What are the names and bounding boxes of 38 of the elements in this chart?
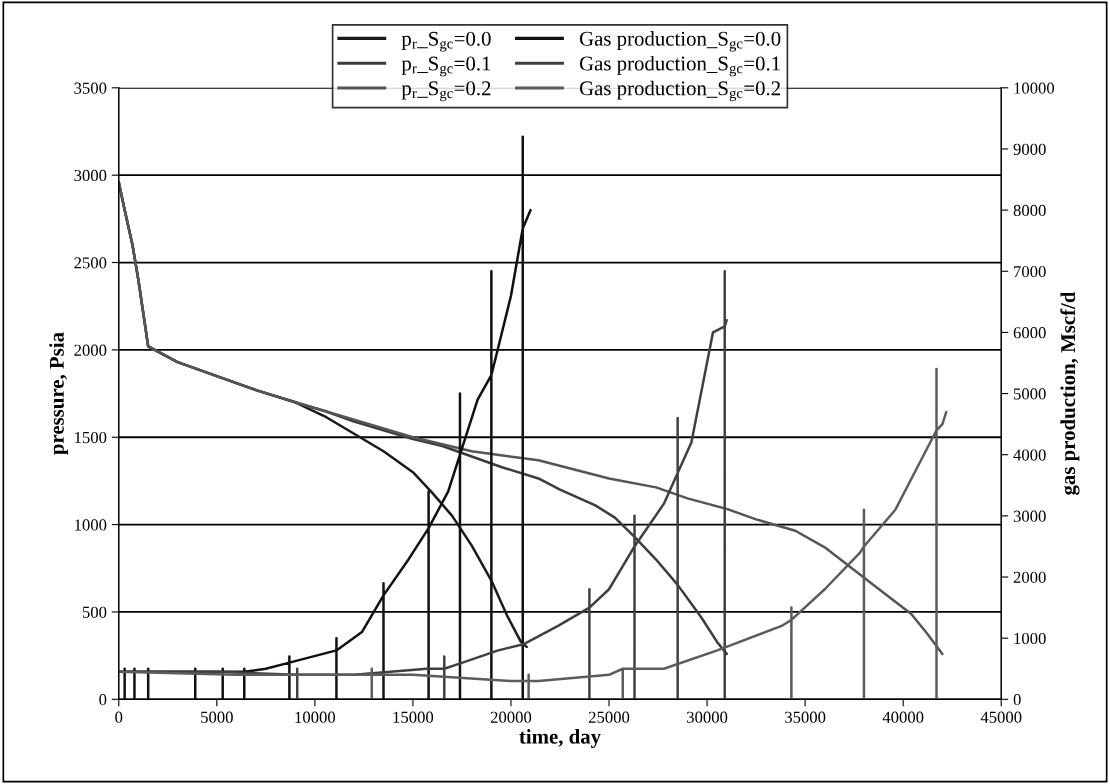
- y2-tick-label: 7000: [1014, 265, 1046, 278]
- legend-label: Gas production_S$_{gc}$=0.2: [579, 80, 780, 102]
- y-tick-label: 3000: [74, 169, 107, 182]
- x-tick-label: 25000: [588, 711, 630, 723]
- x-tick-label: 20000: [490, 711, 532, 723]
- y-axis-title: pressure, Psia: [49, 332, 69, 455]
- x-tick-label: 35000: [785, 711, 826, 723]
- y2-tick-label: 10000: [1014, 82, 1055, 94]
- y2-tick-label: 1000: [1014, 632, 1046, 645]
- y2-tick-label: 4000: [1013, 449, 1046, 461]
- y-tick-label: 1000: [75, 519, 107, 531]
- x-tick-label: 15000: [393, 711, 434, 723]
- legend-label: p$_{r}$_S$_{gc}$=0.1: [401, 56, 491, 77]
- y-tick-label: 1500: [75, 431, 107, 444]
- y2-tick-label: 3000: [1013, 510, 1046, 522]
- x-tick-label: 0: [115, 711, 123, 723]
- y2-tick-label: 2000: [1013, 571, 1046, 583]
- y2-tick-label: 8000: [1013, 204, 1046, 217]
- y2-tick-label: 0: [1013, 694, 1021, 706]
- y2-tick-label: 9000: [1013, 143, 1046, 155]
- x-tick-label: 5000: [201, 711, 233, 723]
- y-tick-label: 2000: [74, 344, 107, 356]
- x-tick-label: 10000: [295, 711, 336, 723]
- x-tick-label: 30000: [687, 711, 728, 723]
- y-tick-label: 500: [82, 606, 107, 618]
- y2-tick-label: 6000: [1013, 327, 1046, 339]
- legend-label: Gas production_S$_{gc}$=0.0: [579, 31, 781, 52]
- legend-label: Gas production_S$_{gc}$=0.1: [579, 55, 780, 77]
- legend-label: p$_{r}$_S$_{gc}$=0.2: [401, 81, 491, 102]
- y2-axis-title: gas production, Mscf/d: [1060, 291, 1080, 495]
- y-tick-label: 0: [99, 694, 107, 706]
- x-axis-title: time, day: [519, 729, 601, 748]
- y2-tick-label: 5000: [1013, 388, 1046, 400]
- x-tick-label: 40000: [882, 711, 924, 723]
- y-tick-label: 3500: [74, 82, 107, 94]
- legend-label: p$_{r}$_S$_{gc}$=0.0: [401, 31, 491, 52]
- y-tick-label: 2500: [74, 257, 107, 269]
- x-tick-label: 45000: [980, 711, 1022, 723]
